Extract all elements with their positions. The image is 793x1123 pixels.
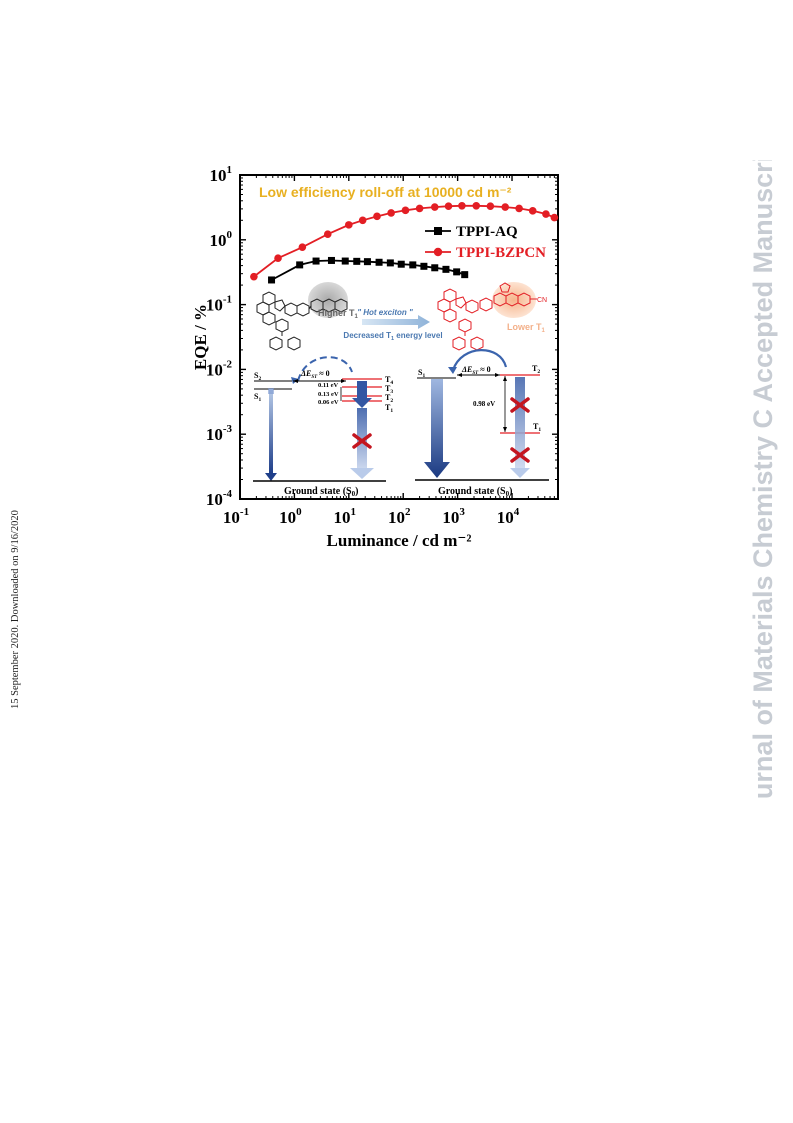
level-t2-left: T2 xyxy=(385,393,393,404)
x-tick-label: 103 xyxy=(442,506,465,527)
gap-label-right: 0.98 eV xyxy=(473,400,495,408)
ground-state-right: Ground state (S0) xyxy=(438,486,512,498)
lower-t1-glow xyxy=(492,282,536,318)
lower-t1-label: Lower T1 xyxy=(507,322,546,334)
data-point-tppi-bzpcn xyxy=(387,209,395,217)
data-point-tppi-bzpcn xyxy=(358,216,367,225)
molecule-tppi-bzpcn xyxy=(437,282,537,351)
y-tick-label: 10-4 xyxy=(206,488,233,509)
data-point-tppi-bzpcn xyxy=(542,210,550,218)
gap-label-3: 0.06 eV xyxy=(318,399,339,406)
energy-diagram-right xyxy=(415,349,549,481)
decreased-t1-label: Decreased T1 energy level xyxy=(343,331,442,342)
data-point-tppi-bzpcn xyxy=(345,221,353,229)
publication-note: Published on 15 September 2020. Download… xyxy=(10,510,21,710)
data-point-tppi-bzpcn xyxy=(472,201,481,210)
energy-diagram-left xyxy=(253,356,386,482)
publication-sidebar: Published on 15 September 2020. Download… xyxy=(10,510,21,710)
data-point-tppi-bzpcn xyxy=(486,202,495,211)
data-point-tppi-aq xyxy=(312,257,320,265)
x-tick-label: 100 xyxy=(279,506,302,527)
data-point-tppi-aq xyxy=(268,276,276,284)
journal-sidebar: Journal of Materials Chemistry C Accepte… xyxy=(748,160,778,800)
level-s2-left: S2 xyxy=(254,371,261,382)
y-axis-label: EQE / % xyxy=(191,304,210,370)
hot-exciton-label: " Hot exciton " xyxy=(357,308,413,317)
data-point-tppi-bzpcn xyxy=(528,207,537,215)
data-point-tppi-aq xyxy=(420,262,428,270)
legend-label-tppi-bzpcn: TPPI-BZPCN xyxy=(456,245,546,261)
data-point-tppi-aq xyxy=(375,258,383,266)
legend: TPPI-AQ TPPI-BZPCN xyxy=(425,224,546,261)
data-point-tppi-aq xyxy=(409,261,417,269)
y-tick-label: 10-3 xyxy=(206,423,233,444)
y-tick-label: 100 xyxy=(210,229,233,250)
gap-label-1: 0.11 eV xyxy=(318,382,339,389)
x-axis-label: Luminance / cd m⁻² xyxy=(327,531,472,550)
data-point-tppi-bzpcn xyxy=(373,212,381,221)
molecule-tppi-aq xyxy=(256,282,348,351)
x-tick-label: 104 xyxy=(497,506,520,527)
series-line-0 xyxy=(271,259,465,281)
level-t4-left: T4 xyxy=(385,375,393,386)
data-point-tppi-aq xyxy=(431,264,439,272)
data-point-tppi-aq xyxy=(453,268,461,276)
data-point-tppi-bzpcn xyxy=(298,243,307,251)
data-point-tppi-bzpcn xyxy=(458,201,466,210)
data-point-tppi-bzpcn xyxy=(501,203,510,211)
level-t3-left: T3 xyxy=(385,384,393,395)
level-t2-right: T2 xyxy=(532,364,540,375)
y-tick-labels: 101 100 10-1 10-2 10-3 10-4 xyxy=(206,164,233,509)
data-point-tppi-aq xyxy=(363,258,371,266)
delta-est-left: ΔEST ≈ 0 xyxy=(300,369,330,380)
data-point-tppi-aq xyxy=(397,260,405,268)
data-point-tppi-aq xyxy=(461,271,469,279)
x-tick-label: 101 xyxy=(334,506,357,527)
legend-label-tppi-aq: TPPI-AQ xyxy=(456,224,518,240)
data-point-tppi-bzpcn xyxy=(323,230,332,239)
x-tick-label: 102 xyxy=(388,506,411,527)
data-point-tppi-bzpcn xyxy=(515,204,523,213)
data-point-tppi-aq xyxy=(327,256,335,264)
data-point-tppi-bzpcn xyxy=(550,213,559,222)
delta-est-right: ΔEST ≈ 0 xyxy=(461,365,491,376)
y-tick-label: 101 xyxy=(210,164,233,185)
journal-watermark: Journal of Materials Chemistry C Accepte… xyxy=(748,160,778,800)
data-point-tppi-aq xyxy=(296,261,304,269)
level-t1-left: T1 xyxy=(385,403,393,414)
chart-title: Low efficiency roll-off at 10000 cd m⁻² xyxy=(259,184,512,200)
data-point-tppi-bzpcn xyxy=(250,272,258,281)
data-point-tppi-bzpcn xyxy=(415,204,424,213)
axis-ticks xyxy=(239,174,559,500)
cn-group-label: CN xyxy=(537,297,547,304)
data-series xyxy=(250,201,559,284)
data-point-tppi-aq xyxy=(442,265,450,273)
level-t1-right: T1 xyxy=(533,422,541,433)
data-point-tppi-bzpcn xyxy=(444,202,453,211)
y-tick-label: 10-2 xyxy=(206,358,233,379)
higher-t1-label: Higher T1 xyxy=(318,308,359,320)
plot-frame xyxy=(239,174,559,500)
data-point-tppi-bzpcn xyxy=(430,203,439,211)
level-s1-right: S1 xyxy=(418,368,425,379)
level-s1-left: S1 xyxy=(254,392,261,403)
ground-state-left: Ground state (S0) xyxy=(284,486,358,498)
data-point-tppi-aq xyxy=(386,259,394,267)
hot-exciton-arrow xyxy=(362,315,430,329)
data-point-tppi-bzpcn xyxy=(401,206,410,215)
data-point-tppi-bzpcn xyxy=(274,254,282,263)
data-point-tppi-aq xyxy=(353,257,361,265)
x-tick-labels: 10-1 100 101 102 103 104 xyxy=(223,506,520,527)
data-point-tppi-aq xyxy=(341,257,349,265)
x-tick-label: 10-1 xyxy=(223,506,249,527)
y-tick-label: 10-1 xyxy=(206,294,232,315)
gap-label-2: 0.13 eV xyxy=(318,391,339,398)
